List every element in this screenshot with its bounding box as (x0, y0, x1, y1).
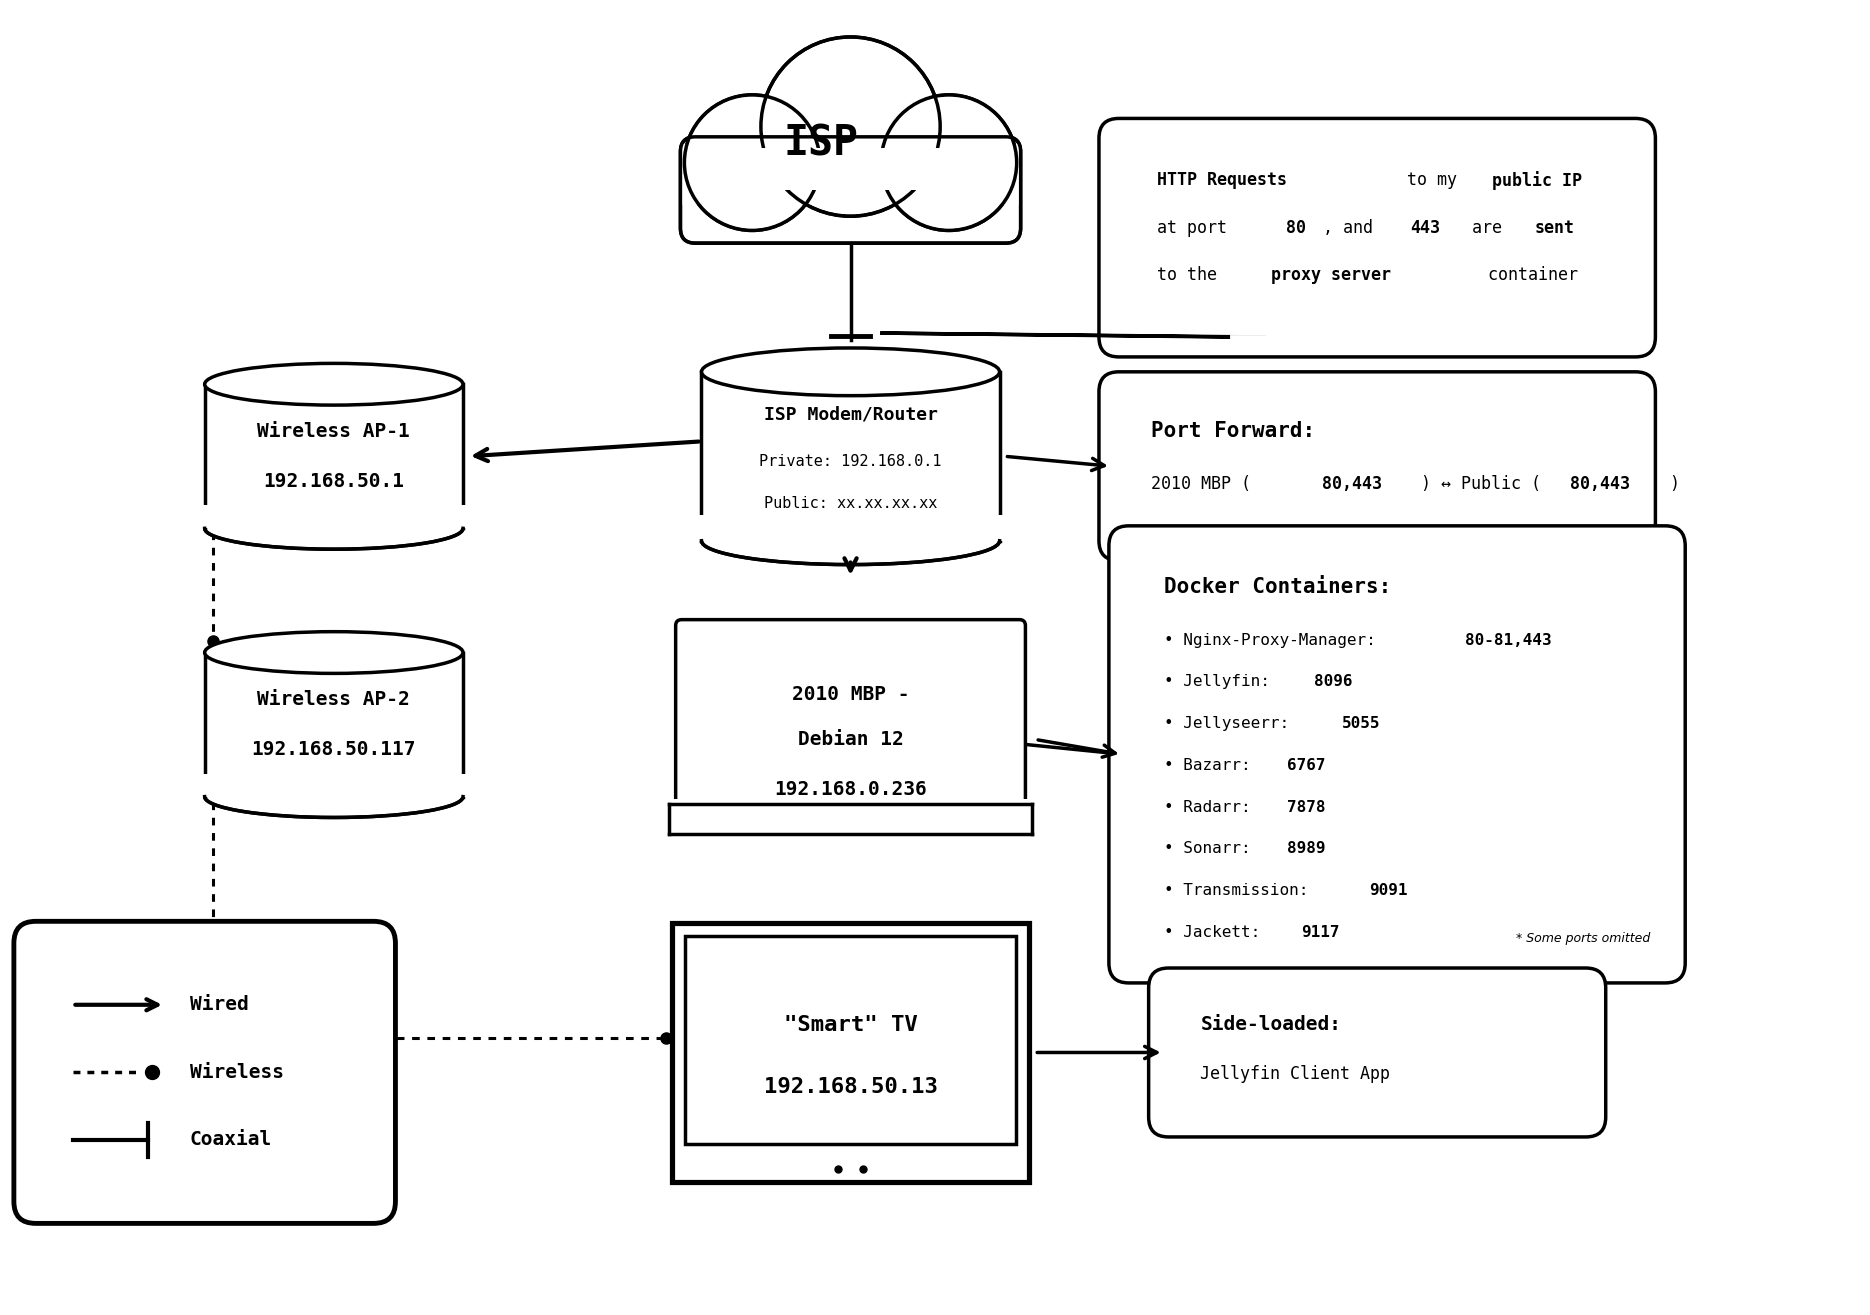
Text: 192.168.50.117: 192.168.50.117 (252, 740, 417, 759)
Text: Port Forward:: Port Forward: (1150, 421, 1315, 442)
Text: 80: 80 (1287, 218, 1305, 237)
Text: Debian 12: Debian 12 (798, 730, 903, 750)
Ellipse shape (701, 517, 1000, 564)
Text: • Jellyfin:: • Jellyfin: (1163, 675, 1270, 689)
Text: at port: at port (1156, 218, 1236, 237)
Text: Wireless: Wireless (189, 1063, 284, 1082)
Text: Jellyfin Client App: Jellyfin Client App (1201, 1065, 1389, 1084)
Text: Private: 192.168.0.1: Private: 192.168.0.1 (759, 454, 942, 468)
Circle shape (881, 95, 1017, 230)
Text: container: container (1477, 267, 1578, 284)
Text: "Smart" TV: "Smart" TV (784, 1015, 918, 1035)
FancyBboxPatch shape (13, 922, 395, 1223)
Text: 7878: 7878 (1287, 800, 1326, 814)
Text: sent: sent (1533, 218, 1575, 237)
Text: 9117: 9117 (1302, 924, 1339, 940)
Text: • Bazarr:: • Bazarr: (1163, 757, 1251, 773)
Text: • Jackett:: • Jackett: (1163, 924, 1260, 940)
Text: • Radarr:: • Radarr: (1163, 800, 1251, 814)
FancyBboxPatch shape (1109, 526, 1685, 982)
FancyBboxPatch shape (1100, 118, 1655, 356)
Bar (200, 505, 468, 529)
Text: 443: 443 (1410, 218, 1440, 237)
Text: 2010 MBP -: 2010 MBP - (791, 685, 909, 705)
Text: Wireless AP-1: Wireless AP-1 (258, 422, 410, 441)
Circle shape (763, 39, 937, 213)
Text: to my: to my (1397, 171, 1468, 189)
Text: 192.168.50.13: 192.168.50.13 (763, 1077, 937, 1097)
Text: • Transmission:: • Transmission: (1163, 882, 1307, 898)
Text: Side-loaded:: Side-loaded: (1201, 1015, 1341, 1034)
Text: 8096: 8096 (1315, 675, 1352, 689)
Text: 80,443: 80,443 (1571, 475, 1631, 493)
Text: public IP: public IP (1492, 171, 1582, 189)
Text: ): ) (1670, 475, 1679, 493)
Text: • Nginx-Proxy-Manager:: • Nginx-Proxy-Manager: (1163, 633, 1374, 647)
Text: 2010 MBP (: 2010 MBP ( (1150, 475, 1251, 493)
Ellipse shape (204, 631, 464, 673)
Text: ISP: ISP (784, 122, 858, 164)
Text: 8989: 8989 (1287, 842, 1326, 856)
Text: 192.168.0.236: 192.168.0.236 (774, 780, 928, 798)
Text: are: are (1462, 218, 1511, 237)
Bar (699, 147, 1000, 189)
FancyBboxPatch shape (681, 137, 1021, 243)
FancyBboxPatch shape (675, 619, 1025, 810)
Ellipse shape (204, 776, 464, 818)
Bar (681, 145, 1019, 205)
Ellipse shape (204, 363, 464, 405)
Text: Public: xx.xx.xx.xx: Public: xx.xx.xx.xx (763, 497, 937, 512)
Circle shape (761, 37, 941, 216)
Text: ) ↔ Public (: ) ↔ Public ( (1421, 475, 1541, 493)
Bar (696, 515, 1004, 540)
Text: , and: , and (1322, 218, 1382, 237)
Circle shape (686, 97, 817, 229)
Text: Docker Containers:: Docker Containers: (1163, 577, 1391, 597)
Text: Wireless AP-2: Wireless AP-2 (258, 690, 410, 709)
Text: to the: to the (1156, 267, 1227, 284)
Text: 80,443: 80,443 (1322, 475, 1382, 493)
Text: 192.168.50.1: 192.168.50.1 (264, 472, 404, 490)
Text: 5055: 5055 (1343, 717, 1380, 731)
Bar (669, 800, 1032, 834)
Text: • Jellyseerr:: • Jellyseerr: (1163, 717, 1288, 731)
Polygon shape (881, 333, 1266, 337)
FancyBboxPatch shape (1100, 372, 1655, 560)
FancyBboxPatch shape (1148, 968, 1606, 1137)
Text: Wired: Wired (189, 995, 249, 1014)
Bar (684, 936, 1017, 1144)
Text: * Some ports omitted: * Some ports omitted (1517, 932, 1651, 944)
Ellipse shape (701, 348, 1000, 396)
Text: 6767: 6767 (1287, 757, 1326, 773)
Text: 80-81,443: 80-81,443 (1466, 633, 1552, 647)
Text: • Sonarr:: • Sonarr: (1163, 842, 1251, 856)
Ellipse shape (204, 508, 464, 550)
Circle shape (684, 95, 819, 230)
Text: HTTP Requests: HTTP Requests (1156, 171, 1287, 189)
Text: proxy server: proxy server (1272, 267, 1391, 284)
Text: ISP Modem/Router: ISP Modem/Router (763, 405, 937, 423)
Bar (204, 384, 464, 529)
Bar (671, 923, 1028, 1182)
Bar (701, 372, 1000, 540)
Bar (204, 652, 464, 797)
Circle shape (883, 97, 1015, 229)
Text: Coaxial: Coaxial (189, 1131, 271, 1149)
Bar (200, 773, 468, 797)
Text: 9091: 9091 (1369, 882, 1408, 898)
